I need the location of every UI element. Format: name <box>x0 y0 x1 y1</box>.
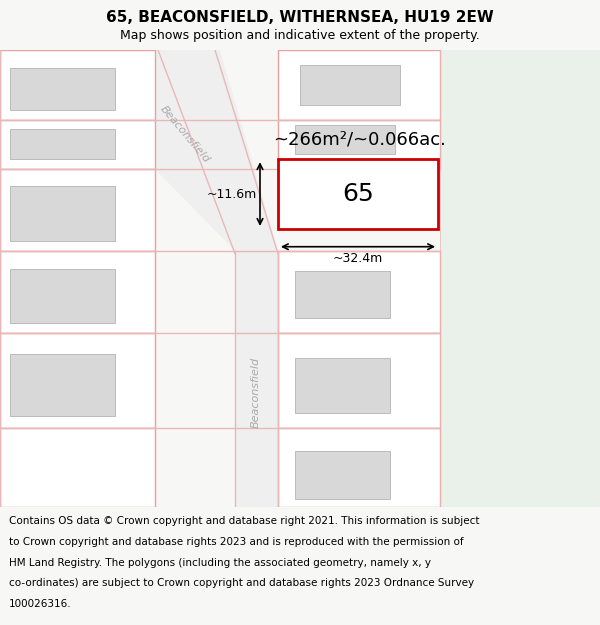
Bar <box>278 50 440 119</box>
Text: HM Land Registry. The polygons (including the associated geometry, namely x, y: HM Land Registry. The polygons (includin… <box>9 558 431 568</box>
Bar <box>278 159 438 229</box>
Bar <box>295 358 390 412</box>
Bar <box>10 269 115 323</box>
Bar <box>10 129 115 159</box>
Bar <box>235 251 278 507</box>
Text: Beaconsfield: Beaconsfield <box>158 104 212 165</box>
Text: co-ordinates) are subject to Crown copyright and database rights 2023 Ordnance S: co-ordinates) are subject to Crown copyr… <box>9 578 474 588</box>
Text: Contains OS data © Crown copyright and database right 2021. This information is : Contains OS data © Crown copyright and d… <box>9 516 479 526</box>
Bar <box>0 333 155 428</box>
Text: 100026316.: 100026316. <box>9 599 71 609</box>
Bar <box>278 251 440 333</box>
Bar <box>0 50 155 119</box>
Bar <box>295 451 390 499</box>
Bar <box>0 428 155 507</box>
Bar <box>278 119 440 169</box>
Bar <box>10 186 115 241</box>
Polygon shape <box>155 50 278 251</box>
Bar <box>295 271 390 318</box>
Bar <box>0 119 155 169</box>
Bar <box>278 428 440 507</box>
Polygon shape <box>158 50 278 254</box>
Text: 65, BEACONSFIELD, WITHERNSEA, HU19 2EW: 65, BEACONSFIELD, WITHERNSEA, HU19 2EW <box>106 10 494 25</box>
Text: to Crown copyright and database rights 2023 and is reproduced with the permissio: to Crown copyright and database rights 2… <box>9 537 464 547</box>
Bar <box>278 333 440 428</box>
Bar <box>0 169 155 251</box>
Bar <box>440 50 600 507</box>
Bar <box>300 65 400 104</box>
Text: Beaconsfield: Beaconsfield <box>251 357 261 428</box>
Text: ~32.4m: ~32.4m <box>333 252 383 264</box>
Text: 65: 65 <box>342 182 374 206</box>
Bar <box>10 68 115 109</box>
Bar <box>10 354 115 416</box>
Bar <box>295 124 395 154</box>
Bar <box>0 251 155 333</box>
Text: ~11.6m: ~11.6m <box>207 188 257 201</box>
Text: ~266m²/~0.066ac.: ~266m²/~0.066ac. <box>274 131 446 148</box>
Text: Map shows position and indicative extent of the property.: Map shows position and indicative extent… <box>120 29 480 42</box>
